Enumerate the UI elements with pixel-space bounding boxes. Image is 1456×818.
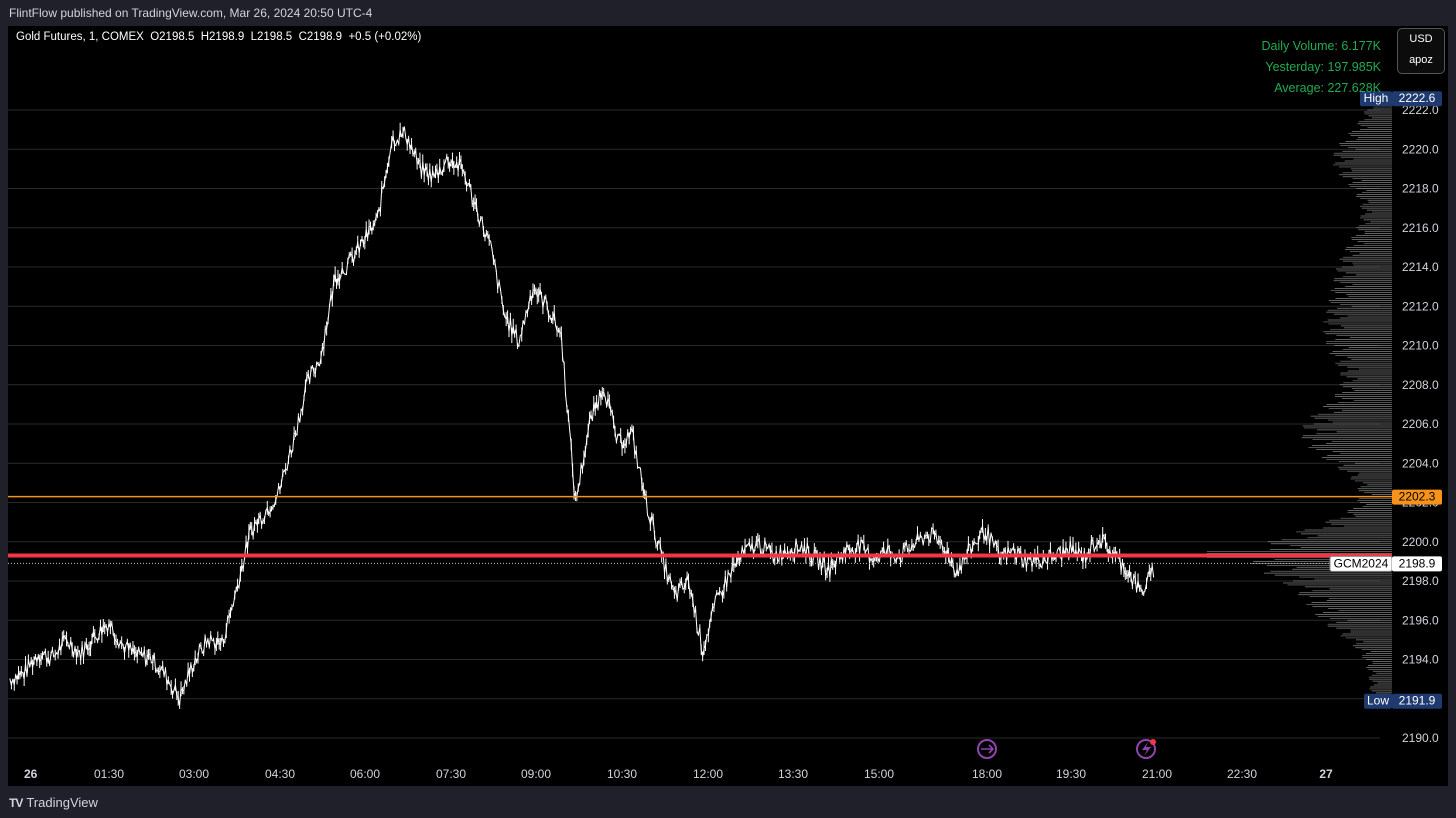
currency-unit-selector[interactable]: USD apoz — [1397, 28, 1445, 74]
ohlc-high: H2198.9 — [200, 31, 245, 43]
x-tick-label: 12:00 — [693, 767, 723, 781]
price-series-line — [9, 126, 1155, 706]
x-tick-label: 19:30 — [1056, 767, 1086, 781]
lightning-icon[interactable] — [1136, 739, 1156, 759]
y-tick-label: 2210.0 — [1402, 339, 1439, 353]
y-tick-label: 2204.0 — [1402, 456, 1439, 470]
last-price-label: 2198.9 — [1399, 556, 1436, 570]
y-tick-label: 2222.0 — [1402, 103, 1439, 117]
symbol-tag: GCM2024 — [1334, 556, 1389, 570]
average-volume: Average: 227.628K — [1274, 81, 1381, 95]
x-tick-label: 13:30 — [778, 767, 808, 781]
ohlc-change: +0.5 (+0.02%) — [348, 31, 422, 43]
low-value-label-bg — [1392, 693, 1442, 709]
x-tick-label: 18:00 — [972, 767, 1002, 781]
x-tick-label: 27 — [1319, 767, 1333, 781]
price-chart[interactable]: 2190.02192.02194.02196.02198.02200.02202… — [8, 26, 1448, 786]
yesterday-volume: Yesterday: 197.985K — [1265, 60, 1381, 74]
footer-bar: TV TradingView — [0, 786, 1456, 818]
last-price-label-bg — [1392, 556, 1442, 572]
tradingview-logo-icon: TV — [9, 795, 23, 810]
y-tick-label: 2216.0 — [1402, 221, 1439, 235]
chart-panel[interactable]: 2190.02192.02194.02196.02198.02200.02202… — [8, 26, 1448, 786]
x-tick-label: 15:00 — [864, 767, 894, 781]
y-tick-label: 2214.0 — [1402, 260, 1439, 274]
y-tick-label: 2206.0 — [1402, 417, 1439, 431]
x-tick-label: 03:00 — [179, 767, 209, 781]
high-value-label-bg — [1392, 91, 1442, 107]
low-tag-bg — [1364, 693, 1392, 709]
ohlc-open: O2198.5 — [150, 31, 195, 43]
high-value-label: 2222.6 — [1399, 91, 1436, 105]
y-tick-label: 2198.0 — [1402, 574, 1439, 588]
x-tick-label: 09:00 — [521, 767, 551, 781]
x-tick-label: 26 — [24, 767, 38, 781]
x-tick-label: 04:30 — [265, 767, 295, 781]
lightning-bolt-icon — [1142, 742, 1151, 756]
publish-info: FlintFlow published on TradingView.com, … — [9, 6, 373, 20]
tradingview-brand[interactable]: TV TradingView — [9, 795, 98, 810]
low-tag: Low — [1367, 694, 1389, 708]
y-tick-label: 2218.0 — [1402, 182, 1439, 196]
replay-arrow-icon — [981, 744, 995, 754]
ohlc-close: C2198.9 — [298, 31, 343, 43]
x-tick-label: 01:30 — [94, 767, 124, 781]
currency-label[interactable]: USD — [1409, 33, 1433, 45]
y-tick-label: 2208.0 — [1402, 378, 1439, 392]
symbol-name: Gold Futures, 1, COMEX — [16, 31, 144, 43]
symbol-legend: Gold Futures, 1, COMEX O2198.5 H2198.9 L… — [16, 31, 421, 43]
x-tick-label: 22:30 — [1227, 767, 1257, 781]
x-tick-label: 21:00 — [1142, 767, 1172, 781]
ohlc-low: L2198.5 — [250, 31, 293, 43]
x-tick-label: 10:30 — [607, 767, 637, 781]
brand-label: TradingView — [26, 795, 98, 810]
y-tick-label: 2220.0 — [1402, 142, 1439, 156]
high-tag: High — [1364, 91, 1389, 105]
publish-header: FlintFlow published on TradingView.com, … — [0, 0, 1456, 26]
x-tick-label: 06:00 — [350, 767, 380, 781]
daily-volume: Daily Volume: 6.177K — [1261, 39, 1381, 53]
low-value-label: 2191.9 — [1399, 694, 1436, 708]
notification-dot-icon — [1150, 739, 1156, 745]
y-tick-label: 2196.0 — [1402, 613, 1439, 627]
y-tick-label: 2190.0 — [1402, 731, 1439, 745]
y-tick-label: 2194.0 — [1402, 653, 1439, 667]
x-tick-label: 07:30 — [436, 767, 466, 781]
volume-info: Daily Volume: 6.177K Yesterday: 197.985K… — [1261, 36, 1381, 99]
y-tick-label: 2200.0 — [1402, 535, 1439, 549]
orange-value-label-bg — [1392, 489, 1442, 505]
high-tag-bg — [1360, 91, 1392, 107]
unit-label[interactable]: apoz — [1409, 54, 1433, 66]
replay-icon[interactable] — [977, 739, 997, 759]
y-tick-label: 2212.0 — [1402, 299, 1439, 313]
orange-value-label: 2202.3 — [1399, 490, 1436, 504]
